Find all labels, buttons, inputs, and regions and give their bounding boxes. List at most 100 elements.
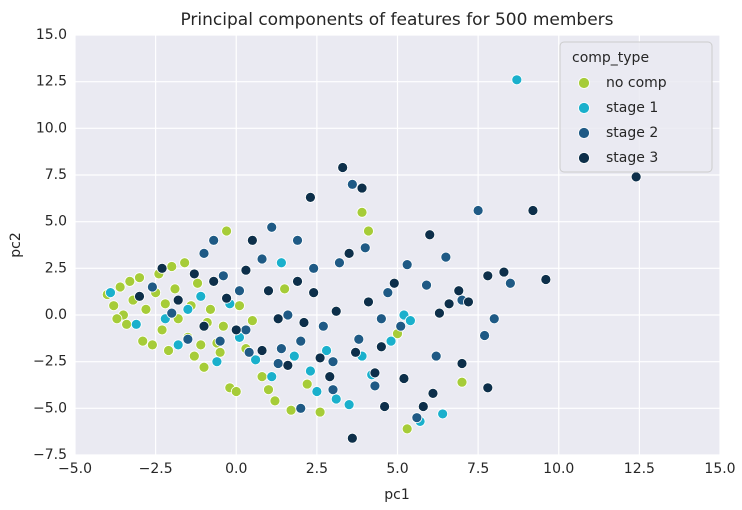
point: [401, 423, 413, 435]
point: [353, 333, 365, 345]
point: [156, 262, 168, 274]
legend-marker: [578, 102, 590, 114]
point: [211, 356, 223, 368]
legend-label: stage 2: [606, 125, 658, 141]
point: [456, 358, 468, 369]
point: [163, 345, 174, 356]
x-tick-label: 7.5: [467, 461, 489, 477]
point: [330, 393, 342, 405]
point: [308, 262, 320, 274]
point: [305, 191, 316, 203]
point: [230, 386, 242, 397]
point: [234, 285, 245, 297]
point: [327, 356, 339, 368]
point: [275, 343, 287, 355]
y-tick-label: −7.5: [33, 447, 67, 463]
point: [369, 367, 381, 379]
chart-title: Principal components of features for 500…: [180, 10, 613, 30]
point: [363, 225, 374, 237]
x-tick-label: 0.0: [225, 461, 247, 477]
y-tick-label: 0.0: [45, 307, 67, 323]
point: [159, 298, 171, 310]
point: [359, 242, 371, 254]
y-axis-label: pc2: [8, 232, 24, 258]
x-tick-label: 12.5: [624, 461, 655, 477]
point: [292, 275, 303, 287]
point: [198, 361, 210, 373]
point: [188, 350, 200, 362]
point: [350, 346, 361, 358]
point: [440, 251, 452, 263]
legend-label: stage 1: [606, 100, 658, 116]
point: [172, 294, 184, 306]
y-tick-label: 10.0: [36, 120, 67, 136]
legend-label: no comp: [606, 75, 667, 91]
point: [343, 247, 355, 259]
point: [343, 399, 355, 411]
point: [146, 339, 158, 351]
point: [130, 318, 142, 330]
y-tick-label: 2.5: [45, 260, 67, 276]
point: [504, 277, 516, 289]
point: [472, 205, 484, 216]
point: [527, 205, 539, 216]
point: [630, 171, 642, 183]
point: [427, 387, 439, 399]
point: [205, 303, 216, 315]
legend-box: [559, 41, 713, 173]
point: [208, 234, 220, 246]
point: [453, 285, 465, 297]
point: [295, 402, 307, 414]
point: [111, 313, 123, 325]
x-tick-label: 2.5: [306, 461, 328, 477]
point: [424, 229, 436, 241]
point: [137, 335, 149, 347]
point: [463, 296, 474, 308]
point: [263, 285, 274, 297]
point: [540, 274, 552, 285]
point: [208, 275, 220, 287]
x-tick-label: 5.0: [386, 461, 408, 477]
point: [321, 345, 332, 356]
x-tick-label: −2.5: [139, 461, 173, 477]
point: [179, 257, 191, 269]
point: [182, 303, 194, 315]
point: [108, 300, 120, 312]
point: [356, 182, 368, 194]
point: [324, 371, 336, 383]
point: [172, 339, 184, 351]
point: [285, 404, 297, 416]
y-tick-label: 5.0: [45, 214, 67, 230]
point: [417, 401, 429, 412]
point: [217, 320, 229, 332]
x-tick-label: 10.0: [543, 461, 574, 477]
point: [317, 320, 329, 332]
point: [221, 225, 232, 237]
point: [356, 206, 368, 218]
point: [198, 320, 210, 332]
legend-title: comp_type: [572, 50, 649, 66]
legend-marker: [578, 127, 590, 139]
point: [195, 339, 207, 351]
point: [214, 335, 226, 347]
point: [334, 257, 345, 269]
point: [140, 303, 152, 315]
point: [240, 324, 252, 336]
point: [395, 320, 407, 332]
point: [456, 376, 468, 388]
point: [263, 384, 274, 396]
point: [292, 234, 303, 246]
point: [114, 281, 126, 293]
y-tick-label: 15.0: [36, 27, 67, 43]
point: [269, 395, 281, 407]
point: [221, 292, 232, 304]
legend-label: stage 3: [606, 150, 658, 166]
point: [246, 234, 258, 246]
point: [195, 290, 207, 302]
point: [217, 270, 229, 282]
point: [301, 378, 313, 390]
point: [192, 277, 203, 289]
legend-marker: [578, 77, 590, 89]
point: [482, 270, 494, 282]
